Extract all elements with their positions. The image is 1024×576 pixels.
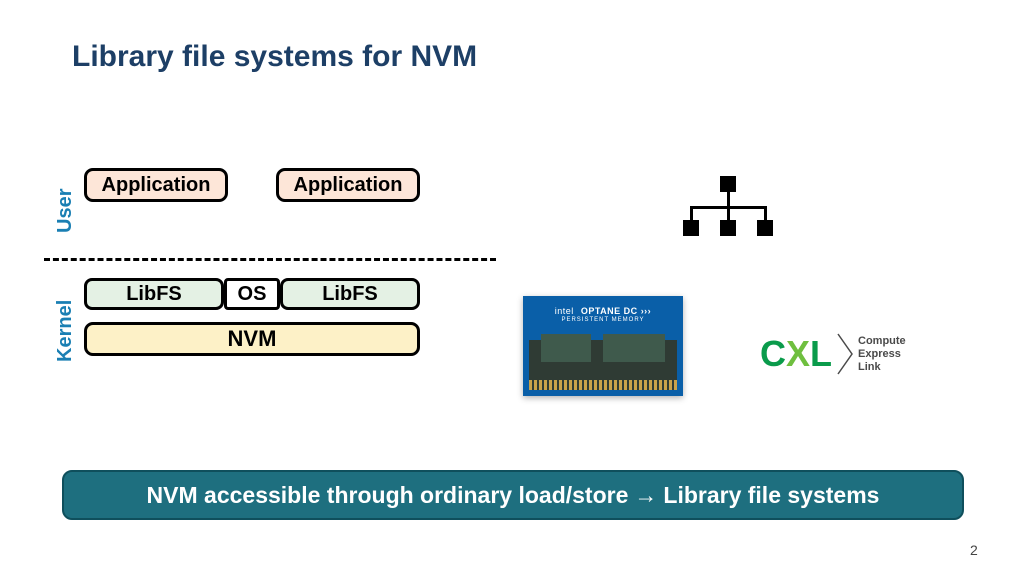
banner-arrow: →	[634, 482, 657, 509]
label-user: User	[54, 189, 77, 233]
user-kernel-divider	[44, 258, 496, 261]
optane-product: OPTANE DC	[581, 306, 638, 316]
box-app2: Application	[276, 168, 420, 202]
box-app1: Application	[84, 168, 228, 202]
cxl-l: L	[810, 333, 832, 375]
hierarchy-icon	[680, 176, 776, 246]
box-lib2: LibFS	[280, 278, 420, 310]
optane-graphic: intel OPTANE DC ››› PERSISTENT MEMORY	[523, 296, 683, 396]
cxl-c: C	[760, 333, 786, 375]
banner-text-b: Library file systems	[663, 482, 879, 509]
page-number: 2	[970, 542, 978, 558]
cxl-tag3: Link	[858, 361, 906, 374]
cxl-tag2-rest: xpress	[865, 348, 900, 360]
summary-banner: NVM accessible through ordinary load/sto…	[62, 470, 964, 520]
cxl-tag1: Compute	[858, 335, 906, 348]
label-kernel: Kernel	[54, 300, 77, 362]
box-nvm-label: NVM	[228, 326, 277, 352]
cxl-logo: C X L Compute Express Link	[760, 330, 1000, 378]
cxl-x: X	[786, 333, 810, 375]
slide-title: Library file systems for NVM	[72, 40, 477, 74]
box-app2-label: Application	[294, 174, 403, 197]
box-os: OS	[224, 278, 280, 310]
box-os-label: OS	[238, 283, 267, 306]
box-lib1: LibFS	[84, 278, 224, 310]
cxl-chevron-icon	[836, 332, 856, 376]
optane-brand: intel	[555, 306, 574, 316]
box-nvm: NVM	[84, 322, 420, 356]
box-lib1-label: LibFS	[126, 283, 182, 306]
box-app1-label: Application	[102, 174, 211, 197]
banner-text-a: NVM accessible through ordinary load/sto…	[147, 482, 629, 509]
box-lib2-label: LibFS	[322, 283, 378, 306]
optane-sub: PERSISTENT MEMORY	[523, 317, 683, 323]
